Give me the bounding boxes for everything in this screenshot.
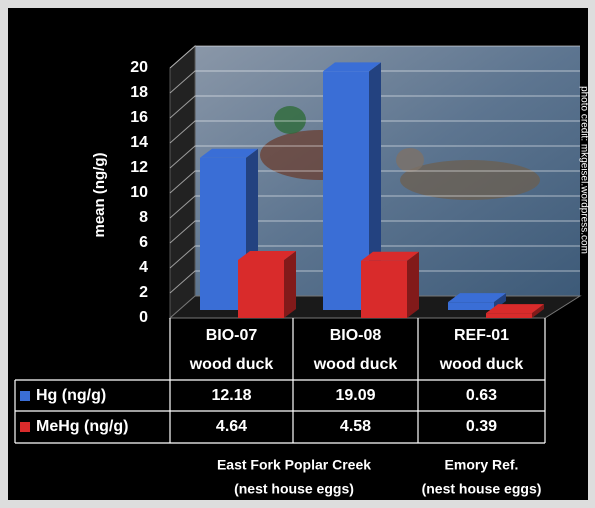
x-tick-label: wood duck [189, 356, 274, 373]
bar-face [200, 148, 258, 158]
photo-credit: photo credit: mkgeisel.wordpress.com [578, 86, 589, 254]
grid-line [169, 245, 580, 269]
y-tick-label: 20 [130, 59, 148, 76]
y-tick-label: 0 [139, 309, 148, 326]
x-tick-label: BIO-08 [330, 327, 382, 344]
bar-face [284, 251, 296, 318]
bar-face [238, 260, 284, 318]
grid-line [169, 120, 580, 144]
legend-swatch [20, 391, 30, 401]
grid-line [169, 270, 580, 294]
bar-face [361, 260, 407, 318]
bar-face [532, 304, 544, 318]
grid-line [169, 195, 580, 219]
group-label: (nest house eggs) [234, 481, 354, 497]
group-label: East Fork Poplar Creek [217, 457, 371, 473]
bar [238, 251, 296, 318]
y-tick-label: 16 [130, 109, 148, 126]
bar-face [200, 157, 246, 310]
bar [486, 304, 544, 318]
table-cell: 4.58 [340, 418, 371, 435]
x-tick-label: wood duck [439, 356, 524, 373]
group-label: (nest house eggs) [422, 481, 542, 497]
grid-line [169, 170, 580, 194]
table-cell: 19.09 [335, 387, 375, 404]
bar [448, 293, 506, 310]
y-tick-label: 6 [139, 234, 148, 251]
x-tick-label: wood duck [313, 356, 398, 373]
legend-swatch [20, 422, 30, 432]
bar-face [238, 251, 296, 260]
bar-face [448, 302, 494, 310]
table-cell: 0.39 [466, 418, 497, 435]
duck-head [274, 106, 306, 134]
y-tick-label: 4 [139, 259, 148, 276]
bar-face [323, 62, 381, 72]
grid-line [169, 220, 580, 244]
table-cell: 4.64 [216, 418, 247, 435]
y-tick-label: 14 [130, 134, 148, 151]
grid-line [169, 95, 580, 119]
bar-face [369, 62, 381, 310]
bar-face [448, 293, 506, 303]
y-tick-label: 10 [130, 184, 148, 201]
x-tick-label: BIO-07 [206, 327, 258, 344]
bar-face [486, 304, 544, 314]
y-tick-label: 18 [130, 84, 148, 101]
y-tick-label: 2 [139, 284, 148, 301]
grid-line [169, 45, 580, 69]
grid-line [169, 145, 580, 169]
y-tick-label: 8 [139, 209, 148, 226]
duck-shape [400, 160, 540, 200]
bar-face [323, 71, 369, 310]
bar [323, 62, 381, 310]
bar-face [407, 251, 419, 318]
grid-line [169, 70, 580, 94]
bar-face [486, 313, 532, 318]
legend-label: Hg (ng/g) [36, 387, 106, 404]
bar [361, 251, 419, 318]
group-label: Emory Ref. [445, 457, 519, 473]
legend-label: MeHg (ng/g) [36, 418, 128, 435]
x-tick-label: REF-01 [454, 327, 509, 344]
duck-head [396, 148, 424, 172]
bar-face [361, 251, 419, 261]
y-axis-label: mean (ng/g) [91, 152, 108, 237]
table-cell: 0.63 [466, 387, 497, 404]
y-tick-label: 12 [130, 159, 148, 176]
table-cell: 12.18 [211, 387, 251, 404]
